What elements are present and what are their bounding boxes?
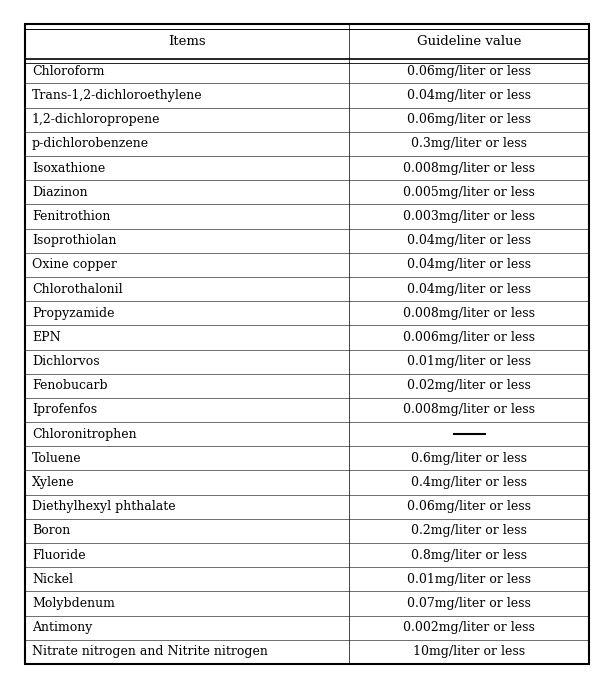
Text: Diethylhexyl phthalate: Diethylhexyl phthalate: [32, 501, 176, 513]
Text: Isoxathione: Isoxathione: [32, 161, 105, 174]
Text: 0.01mg/liter or less: 0.01mg/liter or less: [408, 573, 531, 586]
Text: 0.07mg/liter or less: 0.07mg/liter or less: [408, 597, 531, 610]
Text: 0.3mg/liter or less: 0.3mg/liter or less: [411, 138, 527, 151]
Text: 0.005mg/liter or less: 0.005mg/liter or less: [403, 186, 535, 199]
Text: Toluene: Toluene: [32, 452, 82, 465]
Text: 0.008mg/liter or less: 0.008mg/liter or less: [403, 306, 535, 320]
Text: 0.06mg/liter or less: 0.06mg/liter or less: [408, 113, 531, 126]
Text: 0.006mg/liter or less: 0.006mg/liter or less: [403, 331, 535, 344]
Text: 0.01mg/liter or less: 0.01mg/liter or less: [408, 355, 531, 368]
Text: Chloroform: Chloroform: [32, 65, 104, 78]
Text: Chloronitrophen: Chloronitrophen: [32, 428, 136, 441]
Text: Fluoride: Fluoride: [32, 549, 85, 562]
Text: Nickel: Nickel: [32, 573, 73, 586]
Text: Chlorothalonil: Chlorothalonil: [32, 283, 123, 296]
Text: Molybdenum: Molybdenum: [32, 597, 115, 610]
Text: 0.003mg/liter or less: 0.003mg/liter or less: [403, 210, 535, 223]
Text: 0.6mg/liter or less: 0.6mg/liter or less: [411, 452, 527, 465]
Text: Xylene: Xylene: [32, 476, 75, 489]
Text: 1,2-dichloropropene: 1,2-dichloropropene: [32, 113, 160, 126]
Text: 0.2mg/liter or less: 0.2mg/liter or less: [411, 524, 527, 537]
Text: Iprofenfos: Iprofenfos: [32, 403, 97, 417]
Text: 10mg/liter or less: 10mg/liter or less: [413, 646, 526, 659]
Text: 0.002mg/liter or less: 0.002mg/liter or less: [403, 621, 535, 634]
Text: Boron: Boron: [32, 524, 70, 537]
Text: 0.008mg/liter or less: 0.008mg/liter or less: [403, 403, 535, 417]
Text: 0.02mg/liter or less: 0.02mg/liter or less: [408, 379, 531, 392]
Text: Dichlorvos: Dichlorvos: [32, 355, 99, 368]
Text: Isoprothiolan: Isoprothiolan: [32, 234, 117, 247]
Text: 0.06mg/liter or less: 0.06mg/liter or less: [408, 65, 531, 78]
Text: EPN: EPN: [32, 331, 61, 344]
Text: 0.4mg/liter or less: 0.4mg/liter or less: [411, 476, 527, 489]
Text: 0.04mg/liter or less: 0.04mg/liter or less: [408, 89, 531, 102]
Text: 0.06mg/liter or less: 0.06mg/liter or less: [408, 501, 531, 513]
Text: Guideline value: Guideline value: [418, 35, 521, 48]
Text: Nitrate nitrogen and Nitrite nitrogen: Nitrate nitrogen and Nitrite nitrogen: [32, 646, 268, 659]
Text: 0.04mg/liter or less: 0.04mg/liter or less: [408, 283, 531, 296]
Text: Antimony: Antimony: [32, 621, 92, 634]
Text: Propyzamide: Propyzamide: [32, 306, 114, 320]
Text: 0.8mg/liter or less: 0.8mg/liter or less: [411, 549, 527, 562]
Text: Diazinon: Diazinon: [32, 186, 88, 199]
Text: 0.04mg/liter or less: 0.04mg/liter or less: [408, 234, 531, 247]
Text: 0.008mg/liter or less: 0.008mg/liter or less: [403, 161, 535, 174]
Text: Items: Items: [168, 35, 206, 48]
Text: Oxine copper: Oxine copper: [32, 258, 117, 271]
Text: Fenitrothion: Fenitrothion: [32, 210, 111, 223]
Text: Trans-1,2-dichloroethylene: Trans-1,2-dichloroethylene: [32, 89, 203, 102]
Text: p-dichlorobenzene: p-dichlorobenzene: [32, 138, 149, 151]
Text: 0.04mg/liter or less: 0.04mg/liter or less: [408, 258, 531, 271]
Text: Fenobucarb: Fenobucarb: [32, 379, 107, 392]
